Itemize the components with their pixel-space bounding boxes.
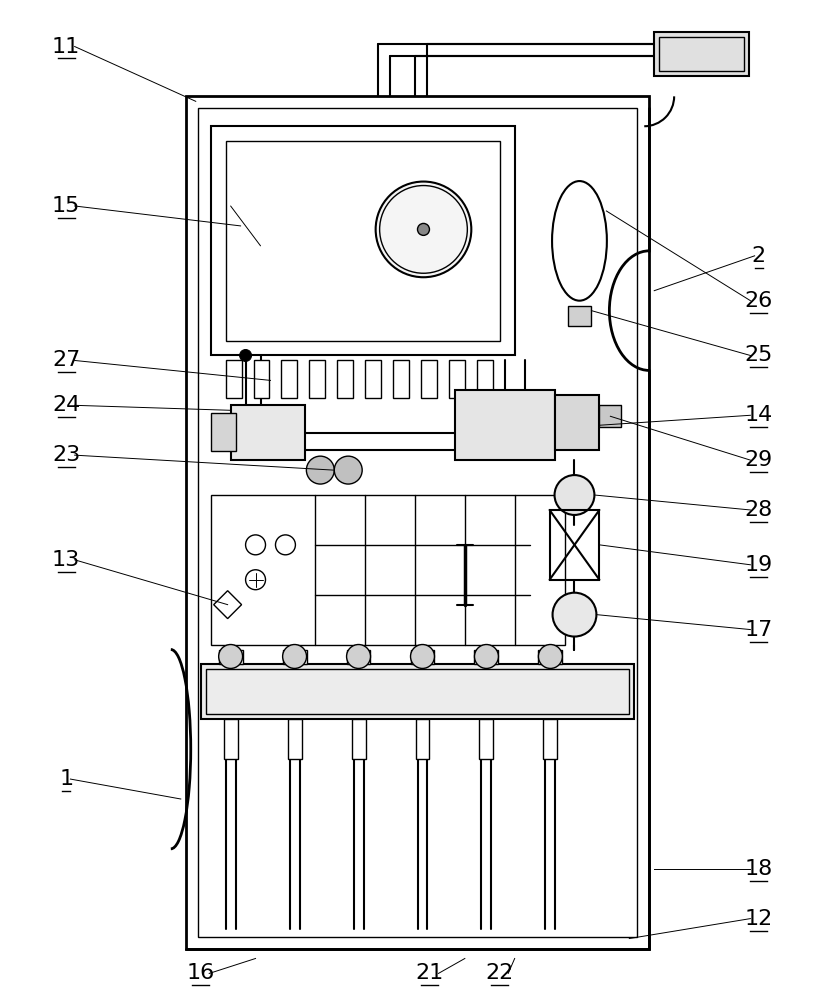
Bar [309, 360, 325, 398]
Text: 19: 19 [745, 555, 773, 575]
Bar [198, 108, 637, 937]
Bar [282, 360, 297, 398]
Bar [393, 360, 409, 398]
Text: 23: 23 [52, 445, 80, 465]
Text: 26: 26 [745, 291, 773, 311]
Circle shape [347, 645, 370, 668]
Circle shape [282, 645, 307, 668]
Bar [567, 306, 592, 326]
Text: 25: 25 [745, 345, 773, 365]
Text: 13: 13 [52, 550, 80, 570]
Bar [474, 650, 499, 664]
Bar [347, 650, 370, 664]
Circle shape [417, 223, 429, 235]
Bar [254, 360, 270, 398]
Bar [224, 719, 238, 759]
Bar [555, 395, 599, 450]
Bar [201, 664, 634, 719]
Bar [225, 141, 499, 341]
Bar [654, 32, 749, 76]
Bar [186, 96, 649, 949]
Bar [479, 719, 494, 759]
Circle shape [219, 645, 242, 668]
Bar [416, 719, 429, 759]
Text: 16: 16 [187, 963, 215, 983]
Circle shape [555, 475, 594, 515]
Circle shape [474, 645, 499, 668]
Bar [337, 360, 354, 398]
Bar [210, 413, 235, 451]
Text: 27: 27 [52, 350, 80, 370]
Circle shape [539, 645, 562, 668]
Text: 14: 14 [745, 405, 773, 425]
Bar [287, 719, 302, 759]
Text: 17: 17 [745, 620, 773, 640]
Bar [225, 360, 241, 398]
Bar [282, 650, 307, 664]
Circle shape [334, 456, 362, 484]
Bar [210, 126, 515, 355]
Text: 18: 18 [745, 859, 773, 879]
Text: 22: 22 [485, 963, 514, 983]
Text: 2: 2 [752, 246, 766, 266]
Bar [365, 360, 381, 398]
Text: 1: 1 [59, 769, 73, 789]
Text: 24: 24 [52, 395, 80, 415]
Bar [411, 650, 434, 664]
Text: 11: 11 [52, 37, 80, 57]
Bar [352, 719, 365, 759]
Text: 15: 15 [52, 196, 80, 216]
Bar [449, 360, 465, 398]
Bar [219, 650, 242, 664]
Bar [543, 719, 557, 759]
Circle shape [375, 182, 471, 277]
Bar [660, 37, 744, 71]
Text: 21: 21 [416, 963, 444, 983]
Text: 12: 12 [745, 909, 773, 929]
Bar [205, 669, 629, 714]
Bar [477, 360, 493, 398]
Bar [455, 390, 555, 460]
Circle shape [411, 645, 434, 668]
Bar [210, 495, 565, 645]
Text: 29: 29 [745, 450, 773, 470]
Bar [550, 510, 599, 580]
Bar [599, 405, 621, 427]
Bar [539, 650, 562, 664]
Bar [421, 360, 437, 398]
Circle shape [240, 350, 251, 361]
Circle shape [307, 456, 334, 484]
Circle shape [552, 593, 597, 637]
Text: 28: 28 [745, 500, 773, 520]
Bar [230, 405, 305, 460]
